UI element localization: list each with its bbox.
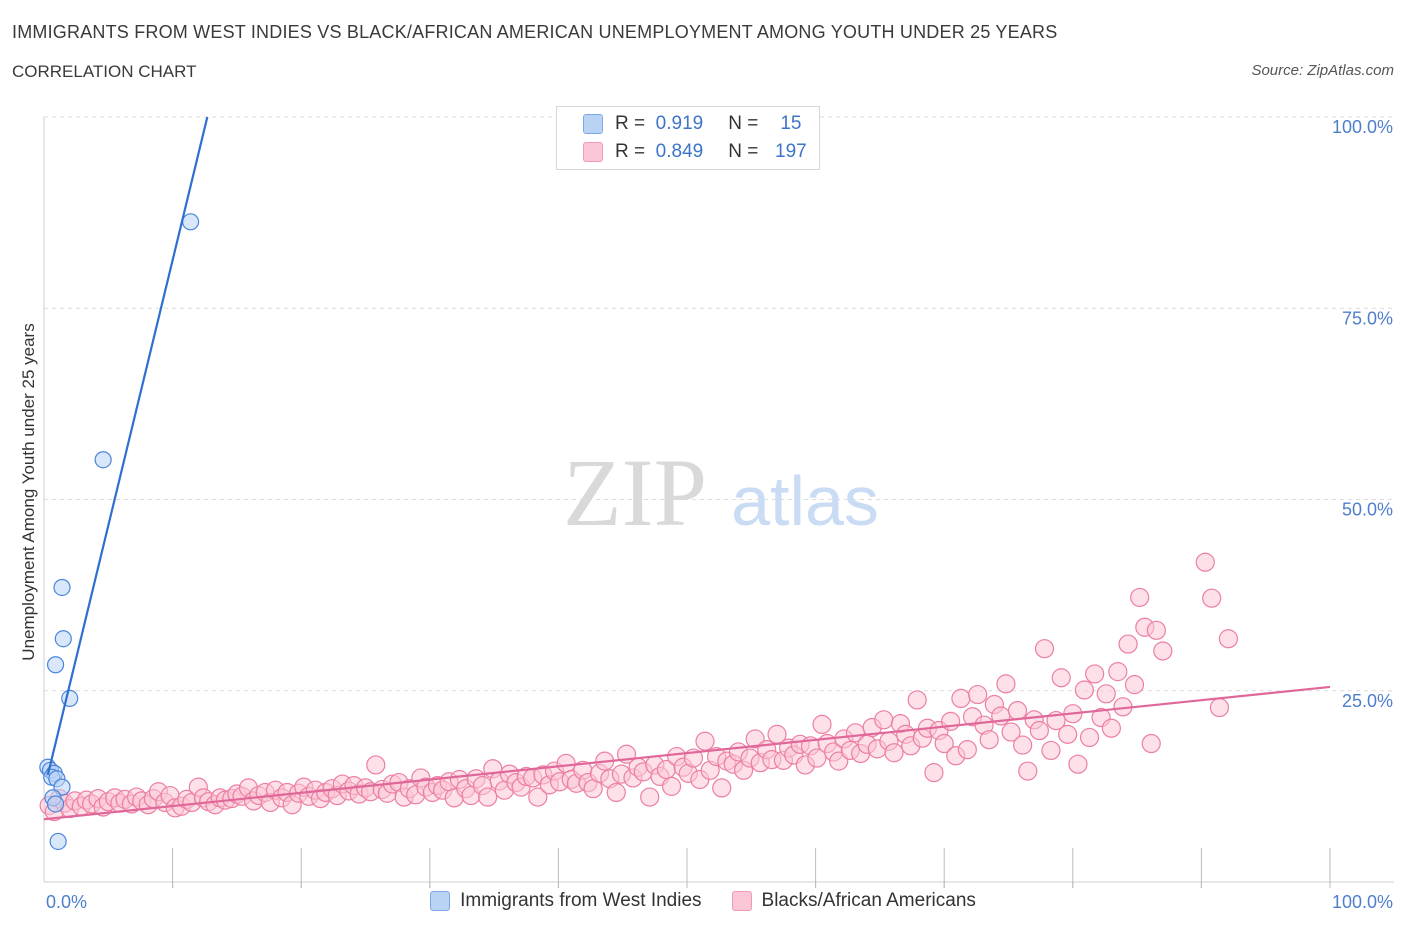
- legend-label-blacks: Blacks/African Americans: [761, 890, 976, 911]
- point-west-indies: [182, 213, 200, 231]
- legend-row-blacks: R = 0.849 N = 197: [583, 139, 813, 165]
- chart-subtitle: CORRELATION CHART: [12, 62, 197, 81]
- y-tick-label: 75.0%: [1342, 308, 1393, 328]
- axes: [43, 117, 1394, 888]
- point-blacks: [1068, 754, 1088, 774]
- watermark-atlas: atlas: [731, 462, 879, 540]
- y-tick-label: 100.0%: [1332, 117, 1393, 137]
- point-blacks: [1085, 664, 1105, 684]
- point-blacks: [1058, 724, 1078, 744]
- legend-swatch-pink: [731, 891, 752, 911]
- point-blacks: [1153, 641, 1173, 661]
- point-blacks: [1202, 588, 1222, 608]
- n-label: N =: [728, 113, 759, 134]
- r-value: 0.849: [655, 141, 704, 162]
- y-tick-label: 50.0%: [1342, 500, 1393, 520]
- trend-lines: [43, 116, 1331, 821]
- point-blacks: [1041, 740, 1061, 761]
- point-blacks: [1001, 722, 1021, 742]
- watermark-zip: ZIP: [563, 439, 707, 546]
- point-blacks: [996, 674, 1016, 694]
- legend-swatch-pink: [583, 142, 603, 162]
- point-west-indies: [49, 832, 67, 851]
- legend-item-blacks[interactable]: Blacks/African Americans: [731, 890, 976, 912]
- source-credit: Source: ZipAtlas.com: [1251, 62, 1394, 79]
- point-blacks: [979, 730, 999, 750]
- trend-line-blacks: [43, 685, 1331, 821]
- point-blacks: [1018, 761, 1038, 781]
- x-tick-label: 0.0%: [46, 892, 87, 912]
- point-blacks: [807, 748, 827, 768]
- point-blacks: [1051, 668, 1071, 688]
- legend-label-west-indies: Immigrants from West Indies: [460, 890, 702, 911]
- point-blacks: [1074, 680, 1094, 700]
- point-blacks: [640, 787, 660, 807]
- point-blacks: [1101, 718, 1121, 738]
- y-tick-label: 25.0%: [1342, 691, 1393, 711]
- point-blacks: [957, 740, 977, 760]
- point-blacks: [1118, 634, 1138, 654]
- point-blacks: [1124, 675, 1145, 695]
- point-blacks: [812, 714, 832, 735]
- watermark: ZIP atlas: [563, 439, 879, 546]
- trend-line-west-indies: [46, 116, 209, 776]
- legend-swatch-blue: [583, 114, 603, 134]
- point-blacks: [528, 787, 548, 807]
- point-blacks: [934, 733, 954, 754]
- y-axis-label: Unemployment Among Youth under 25 years: [19, 323, 38, 660]
- r-value: 0.919: [655, 113, 704, 134]
- point-blacks: [907, 690, 927, 710]
- legend-row-west-indies: R = 0.919 N = 15: [583, 111, 813, 137]
- r-label: R =: [615, 141, 646, 162]
- point-blacks: [1096, 684, 1116, 704]
- series-west-indies-points: [39, 213, 200, 851]
- point-blacks: [606, 782, 626, 803]
- point-blacks: [1034, 639, 1055, 659]
- point-blacks: [951, 688, 971, 709]
- point-west-indies: [54, 630, 72, 648]
- x-tick-label: 100.0%: [1332, 892, 1393, 912]
- n-value: 197: [775, 141, 807, 162]
- chart-title: IMMIGRANTS FROM WEST INDIES VS BLACK/AFR…: [12, 22, 1058, 42]
- point-west-indies: [46, 795, 65, 813]
- point-blacks: [1195, 552, 1215, 572]
- point-west-indies: [46, 656, 65, 674]
- point-blacks: [1141, 733, 1161, 754]
- point-blacks: [1079, 727, 1100, 748]
- point-blacks: [556, 753, 576, 774]
- correlation-legend: R = 0.919 N = 15 R = 0.849 N = 197: [556, 106, 820, 170]
- legend-item-west-indies[interactable]: Immigrants from West Indies: [430, 890, 702, 912]
- point-blacks: [968, 684, 988, 705]
- point-west-indies: [94, 451, 112, 469]
- series-blacks-points: [39, 552, 1239, 822]
- point-blacks: [1146, 620, 1166, 640]
- point-blacks: [1130, 587, 1150, 608]
- point-west-indies: [53, 578, 71, 597]
- legend-swatch-blue: [430, 891, 451, 911]
- point-blacks: [874, 710, 894, 730]
- point-blacks: [478, 787, 498, 807]
- point-blacks: [1029, 720, 1049, 741]
- point-blacks: [712, 778, 732, 798]
- tick-labels: 25.0% 50.0% 75.0% 100.0% 0.0% 100.0%: [46, 117, 1393, 912]
- point-blacks: [661, 776, 682, 796]
- point-blacks: [1209, 697, 1230, 718]
- point-blacks: [366, 755, 386, 775]
- point-blacks: [1218, 629, 1239, 649]
- n-label: N =: [728, 141, 759, 162]
- point-blacks: [1013, 735, 1033, 755]
- point-blacks: [924, 763, 944, 783]
- point-blacks: [1007, 701, 1028, 721]
- point-blacks: [1108, 662, 1128, 682]
- series-legend: Immigrants from West Indies Blacks/Afric…: [0, 890, 1406, 912]
- grid-lines: [44, 116, 1394, 692]
- n-value: 15: [780, 113, 802, 134]
- point-blacks: [695, 731, 715, 751]
- point-blacks: [884, 743, 904, 763]
- r-label: R =: [615, 113, 646, 134]
